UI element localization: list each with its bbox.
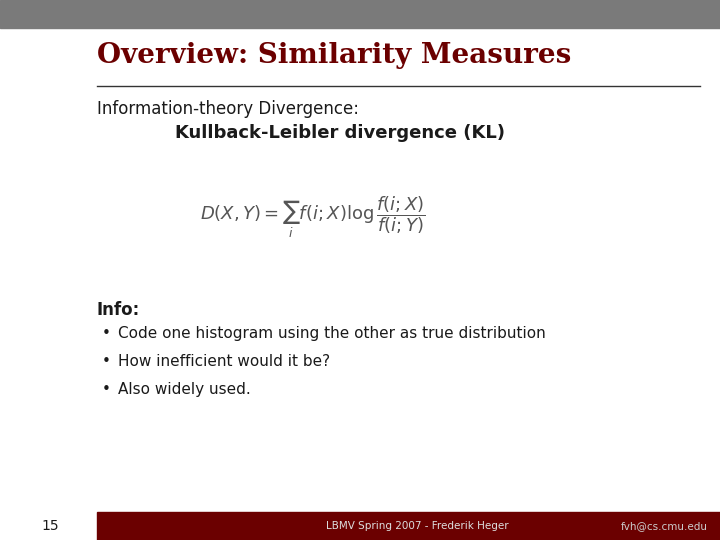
Text: Kullback-Leibler divergence (KL): Kullback-Leibler divergence (KL) bbox=[175, 124, 505, 142]
Bar bbox=[0, 0, 720, 28]
Bar bbox=[97, 512, 720, 540]
Text: Also widely used.: Also widely used. bbox=[118, 382, 251, 397]
Text: LBMV Spring 2007 - Frederik Heger: LBMV Spring 2007 - Frederik Heger bbox=[326, 521, 509, 531]
Text: •: • bbox=[102, 354, 111, 369]
Text: 15: 15 bbox=[41, 519, 59, 533]
Text: fvh@cs.cmu.edu: fvh@cs.cmu.edu bbox=[621, 521, 708, 531]
Text: Overview: Similarity Measures: Overview: Similarity Measures bbox=[97, 42, 571, 69]
Text: •: • bbox=[102, 382, 111, 397]
Text: Code one histogram using the other as true distribution: Code one histogram using the other as tr… bbox=[118, 326, 546, 341]
Text: $D(X, Y) = \sum_{i} f(i; X) \log \dfrac{f(i; X)}{f(i; Y)}$: $D(X, Y) = \sum_{i} f(i; X) \log \dfrac{… bbox=[200, 194, 426, 240]
Text: Information-theory Divergence:: Information-theory Divergence: bbox=[97, 100, 359, 118]
Text: Info:: Info: bbox=[97, 301, 140, 319]
Text: How inefficient would it be?: How inefficient would it be? bbox=[118, 354, 330, 369]
Text: •: • bbox=[102, 326, 111, 341]
